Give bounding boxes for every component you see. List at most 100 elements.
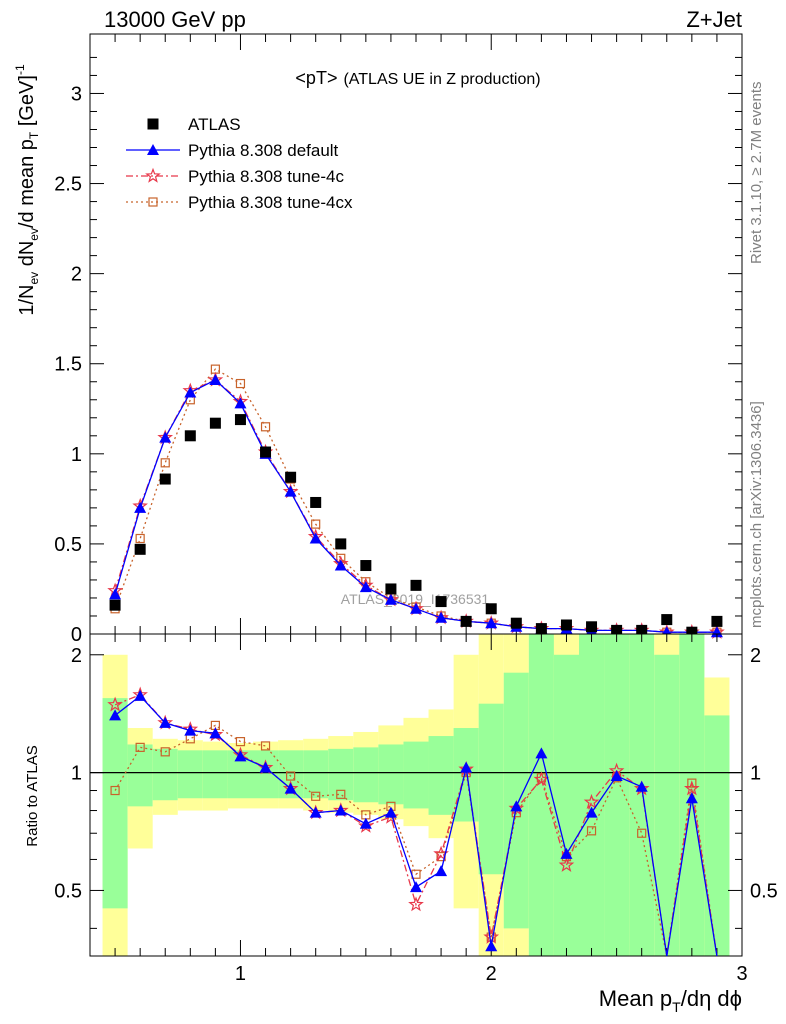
data-point-default <box>334 559 347 571</box>
band-inner <box>528 634 554 956</box>
data-point-atlas <box>260 446 272 458</box>
legend-marker <box>148 197 158 207</box>
data-point-default <box>435 611 448 623</box>
data-point-atlas <box>636 624 648 636</box>
main-title-suffix: (ATLAS UE in Z production) <box>343 71 540 88</box>
data-point-atlas <box>510 617 522 629</box>
y-tick-label-ratio: 1 <box>71 763 82 785</box>
data-point-default <box>134 501 147 513</box>
ratio-point-tune4cx <box>135 742 145 752</box>
ratio-point-default <box>209 727 222 739</box>
x-axis-label: Mean pT/dη dϕ <box>599 986 742 1015</box>
ratio-point-default <box>585 806 598 818</box>
ratio-point-default <box>410 881 422 893</box>
data-point-default <box>384 593 397 605</box>
data-point-default <box>485 617 498 629</box>
y-tick-label-ratio-right: 0.5 <box>750 880 778 902</box>
y-tick-label-ratio: 0.5 <box>54 880 82 902</box>
band-inner <box>328 748 354 801</box>
ratio-point-tune4c <box>408 896 424 912</box>
band-inner <box>654 654 680 956</box>
ratio-point-default <box>610 770 623 782</box>
data-point-default <box>184 386 197 398</box>
data-point-atlas <box>109 599 121 611</box>
ratio-point-tune4c <box>583 793 600 809</box>
band-inner <box>202 750 228 799</box>
y-tick-label-main: 2 <box>71 264 82 286</box>
data-point-atlas <box>360 560 372 572</box>
ratio-point-default <box>635 780 648 792</box>
ratio-point-tune4c <box>358 817 374 833</box>
band-inner <box>553 654 579 956</box>
data-point-atlas <box>460 615 472 627</box>
legend-marker <box>145 167 161 183</box>
ratio-point-default <box>460 761 473 773</box>
legend-item-default: Pythia 8.308 default <box>126 141 339 160</box>
ratio-point-default <box>485 940 498 952</box>
data-point-atlas <box>711 615 723 627</box>
legend-label: Pythia 8.308 tune-4c <box>188 167 344 186</box>
data-point-atlas <box>560 619 572 631</box>
band-inner <box>604 634 630 956</box>
legend-item-tune4cx: Pythia 8.308 tune-4cx <box>126 193 353 212</box>
data-point-atlas <box>435 596 447 608</box>
legend-label: Pythia 8.308 default <box>188 141 339 160</box>
data-point-atlas <box>209 417 221 429</box>
data-point-default <box>284 485 297 497</box>
main-title: <pT> (ATLAS UE in Z production) <box>295 68 540 88</box>
ratio-point-tune4cx <box>235 737 246 747</box>
main-ylabel: 1/Nev dNev/d mean pT [GeV]-1 <box>13 64 41 316</box>
data-point-atlas <box>611 624 623 636</box>
ratio-point-default <box>384 806 397 818</box>
y-tick-label-main: 0.5 <box>54 534 82 556</box>
ratio-point-default <box>359 817 372 829</box>
ratio-point-default <box>309 806 322 818</box>
data-point-atlas <box>686 626 698 638</box>
legend-item-atlas: ATLAS <box>147 115 241 134</box>
data-point-tune4cx <box>260 422 271 432</box>
ratio-point-default <box>259 761 272 773</box>
legend-label: ATLAS <box>188 115 241 134</box>
ratio-point-tune4cx <box>336 789 346 799</box>
mcplots-label: mcplots.cern.ch [arXiv:1306.3436] <box>748 401 765 628</box>
ratio-series-default <box>109 689 718 957</box>
band-inner <box>127 744 153 807</box>
ratio-point-tune4cx <box>586 826 597 836</box>
data-point-default <box>109 588 122 600</box>
ratio-point-tune4c <box>558 856 575 872</box>
band-inner <box>152 748 178 801</box>
y-tick-label-main: 0 <box>71 624 82 646</box>
data-point-default <box>309 532 322 544</box>
legend-marker <box>147 118 159 130</box>
ratio-point-tune4cx <box>260 741 271 751</box>
ratio-point-default <box>535 747 548 759</box>
band-inner <box>303 750 329 799</box>
ratio-point-default <box>184 724 197 736</box>
y-tick-label-ratio-right: 1 <box>750 763 761 785</box>
data-point-default <box>410 602 422 614</box>
data-point-tune4cx <box>160 458 170 468</box>
data-point-atlas <box>159 473 171 485</box>
ratio-point-tune4c <box>107 696 123 712</box>
x-tick-label: 3 <box>736 963 747 985</box>
band-inner <box>704 715 730 956</box>
ratio-point-tune4c <box>483 928 500 944</box>
ratio-point-default <box>510 800 523 812</box>
data-point-atlas <box>661 614 673 626</box>
header-left: 13000 GeV pp <box>104 7 246 32</box>
data-point-default <box>209 373 222 385</box>
band-inner <box>629 634 655 956</box>
band-inner <box>102 698 128 909</box>
data-point-tune4cx <box>135 533 145 544</box>
ratio-point-default <box>159 716 172 728</box>
header-right: Z+Jet <box>686 7 742 32</box>
ratio-point-tune4c <box>684 780 700 796</box>
data-point-tune4cx <box>311 519 321 529</box>
data-point-default <box>234 397 247 409</box>
watermark: ATLAS_2019_I1736531 <box>341 591 490 607</box>
ratio-point-tune4c <box>533 771 550 787</box>
data-point-atlas <box>410 579 422 591</box>
band-inner <box>378 744 404 805</box>
y-tick-label-main: 1 <box>71 444 82 466</box>
